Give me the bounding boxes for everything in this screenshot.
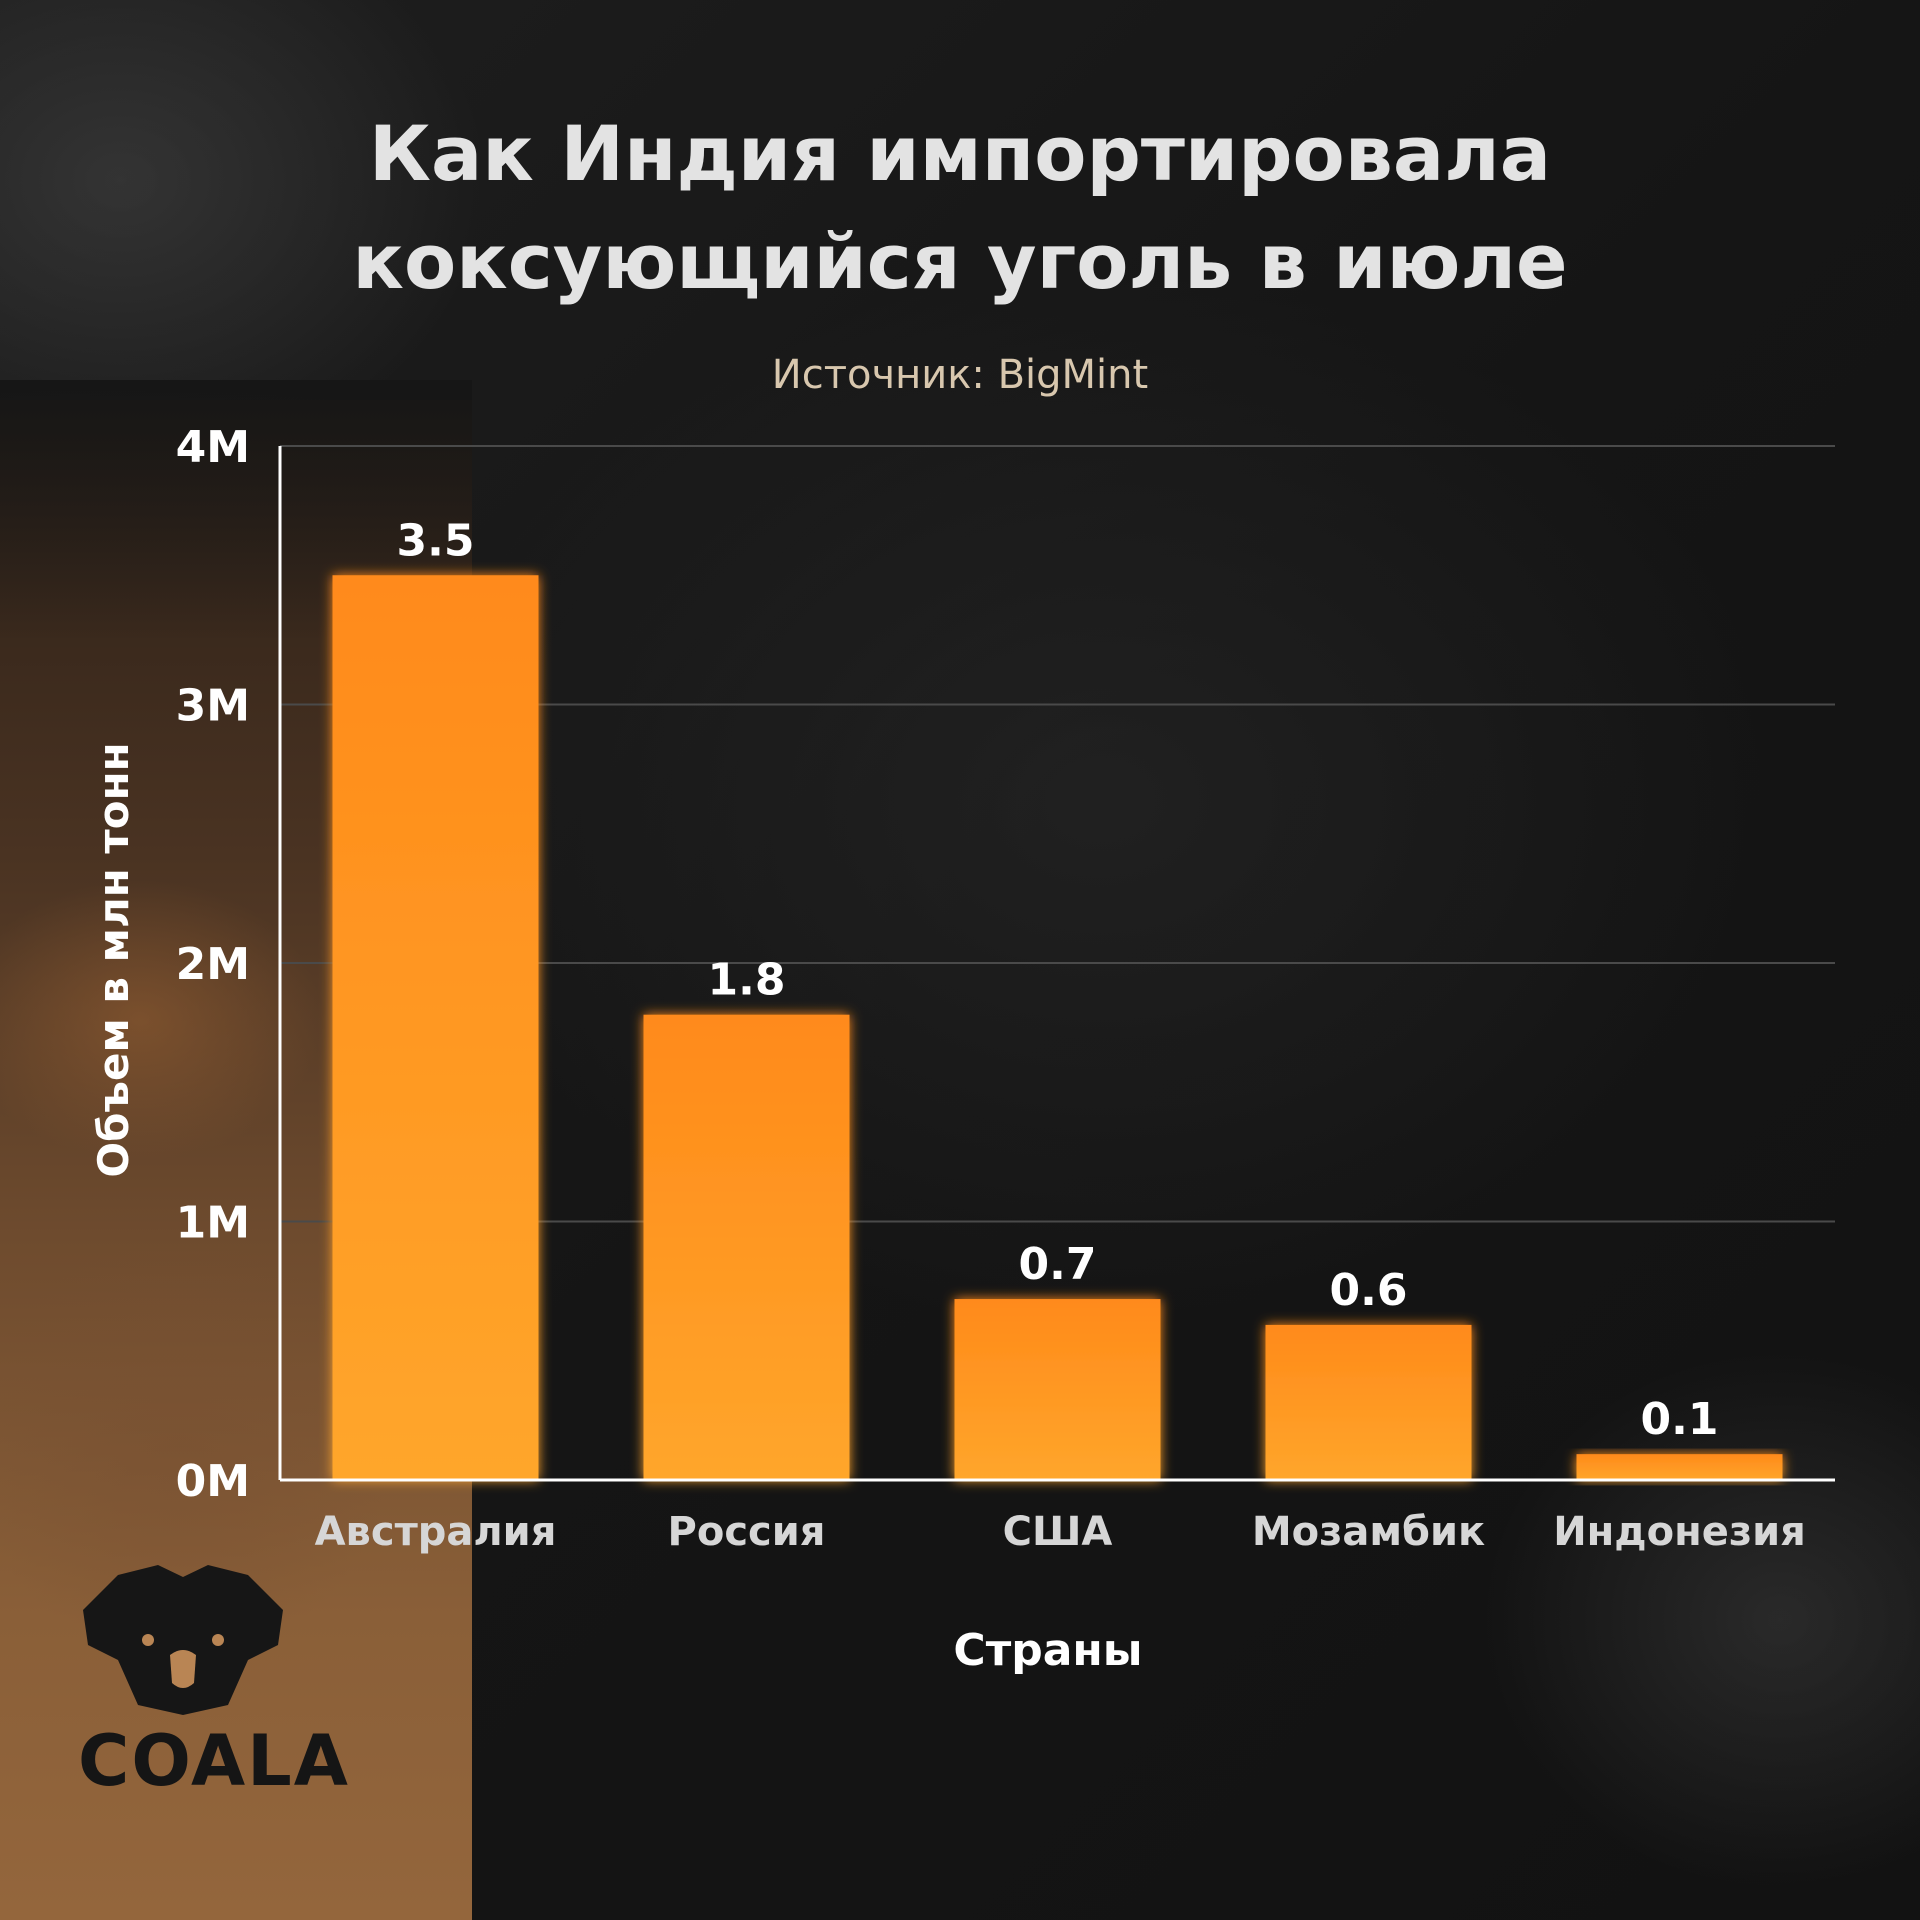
data-label: 1.8 — [708, 955, 786, 1006]
x-tick-label: Индонезия — [1553, 1509, 1806, 1555]
data-label: 0.1 — [1641, 1394, 1719, 1445]
y-axis-title: Объем в млн тонн — [89, 742, 138, 1177]
x-tick-label: США — [1003, 1509, 1113, 1555]
y-tick-label: 2M — [176, 939, 250, 990]
data-labels: 3.5 1.8 0.7 0.6 0.1 — [397, 515, 1719, 1445]
chart-title-line-2: коксующийся уголь в июле — [352, 217, 1568, 306]
y-tick-label: 0M — [176, 1456, 250, 1507]
bar — [1265, 1324, 1472, 1480]
coala-logo-text: COALA — [78, 1720, 350, 1802]
bar — [1576, 1454, 1783, 1480]
x-tick-label: Россия — [668, 1509, 826, 1555]
bar — [643, 1014, 850, 1480]
x-tick-label: Мозамбик — [1252, 1509, 1485, 1555]
coala-logo-icon — [83, 1565, 283, 1715]
y-tick-label: 1M — [176, 1198, 250, 1249]
y-tick-label: 3M — [176, 681, 250, 732]
bars — [332, 575, 1783, 1480]
x-tick-labels: Австралия Россия США Мозамбик Индонезия — [315, 1509, 1806, 1555]
y-tick-label: 4M — [176, 422, 250, 473]
data-label: 0.6 — [1330, 1265, 1408, 1316]
data-label: 0.7 — [1019, 1239, 1097, 1290]
data-label: 3.5 — [397, 515, 475, 566]
chart-title-line-1: Как Индия импортировала — [368, 109, 1552, 198]
chart-title: Как Индия импортировала коксующийся угол… — [0, 100, 1920, 316]
grid-lines — [280, 445, 1835, 1223]
x-axis-title: Страны — [953, 1625, 1142, 1676]
y-tick-labels: 0M 1M 2M 3M 4M — [176, 422, 250, 1507]
bar — [332, 575, 539, 1480]
chart-source: Источник: BigMint — [771, 352, 1149, 398]
x-tick-label: Австралия — [315, 1509, 557, 1555]
bar — [954, 1299, 1161, 1480]
